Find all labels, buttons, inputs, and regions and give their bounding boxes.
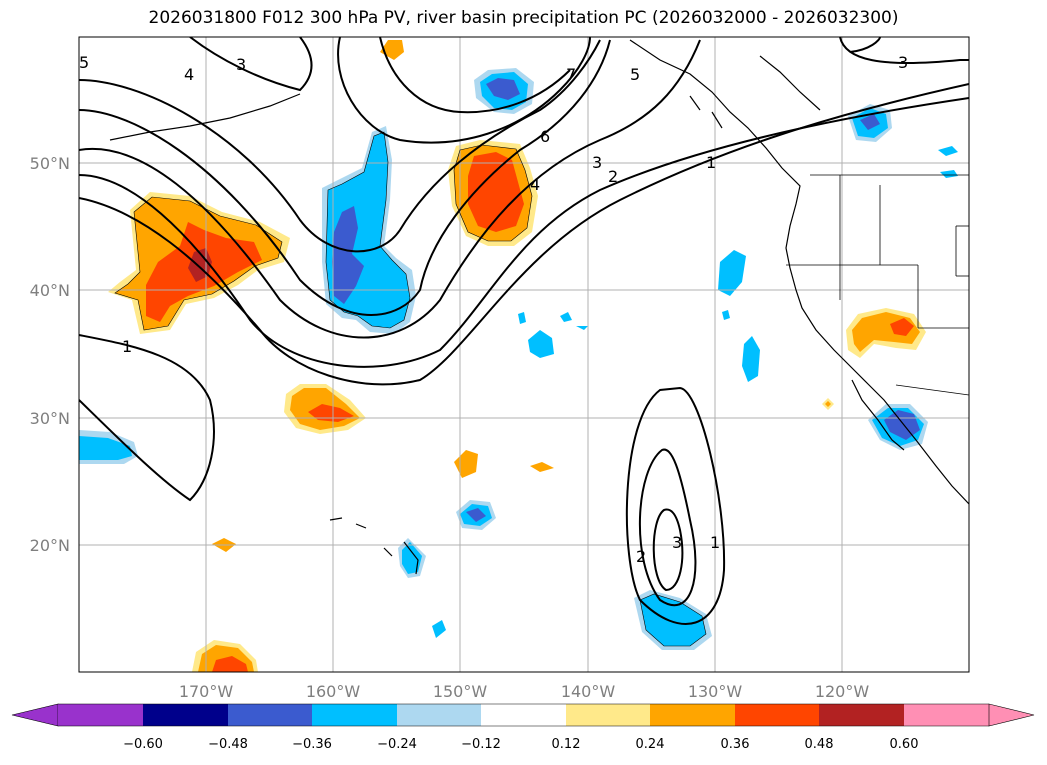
precip-positive-region <box>530 462 554 472</box>
precip-negative-region <box>560 312 572 322</box>
precip-negative-region <box>79 436 132 460</box>
precip-positive-region <box>212 656 248 672</box>
political-borders <box>786 174 969 396</box>
map-frame <box>78 36 970 673</box>
lon-tick-label: 140°W <box>561 682 616 701</box>
pv-contour-label: 6 <box>540 127 550 146</box>
pv-contour-label: 5 <box>79 53 89 72</box>
precip-shading <box>79 40 958 672</box>
lon-tick-label: 150°W <box>433 682 488 701</box>
precip-negative-region <box>742 336 760 382</box>
colorbar-segment <box>650 704 735 726</box>
colorbar-segment <box>312 704 397 726</box>
precip-negative-region <box>332 206 364 304</box>
colorbar-segment <box>143 704 228 726</box>
lat-tick-label: 50°N <box>30 154 70 173</box>
precip-positive-region <box>468 152 524 232</box>
lat-tick-label: 30°N <box>30 409 70 428</box>
precip-negative-region <box>486 78 520 100</box>
precip-negative-region <box>518 312 526 324</box>
colorbar-tick-label: −0.60 <box>123 737 163 752</box>
precip-negative-region <box>860 114 880 130</box>
precip-negative-region <box>640 594 706 646</box>
lon-tick-label: 160°W <box>306 682 361 701</box>
colorbar-segment <box>228 704 312 726</box>
precip-negative-region <box>722 310 730 320</box>
pv-contour-label: 3 <box>236 55 246 74</box>
colorbar-segment <box>566 704 650 726</box>
map-title: 2026031800 F012 300 hPa PV, river basin … <box>148 8 899 28</box>
pv-contour-label: 1 <box>122 337 132 356</box>
pv-contour-label: 2 <box>608 167 618 186</box>
pv-contour-label: 4 <box>530 175 540 194</box>
colorbar-extend-left <box>11 703 59 727</box>
colorbar-tick-label: 0.36 <box>721 737 750 752</box>
lon-tick-label: 170°W <box>179 682 234 701</box>
pv-contours <box>79 37 969 625</box>
pv-contour-label: 3 <box>592 153 602 172</box>
precip-negative-region <box>528 330 554 358</box>
lat-tick-labels: 50°N 40°N 30°N 20°N <box>30 154 70 555</box>
graticule <box>79 37 969 672</box>
colorbar-segment <box>904 704 989 726</box>
precip-negative-region <box>718 250 746 296</box>
pv-contour-label: 1 <box>710 533 720 552</box>
pv-contour-label: 7 <box>566 65 576 84</box>
colorbar-tick-label: 0.48 <box>805 737 834 752</box>
precip-negative-region <box>940 170 958 178</box>
pv-contour-label: 5 <box>630 65 640 84</box>
precip-positive-region <box>825 401 831 407</box>
colorbar-tick-label: 0.12 <box>552 737 581 752</box>
colorbar-extend-right <box>988 703 1035 727</box>
precip-negative-region <box>466 508 486 522</box>
colorbar: −0.60 −0.48 −0.36 −0.24 −0.12 0.12 0.24 … <box>11 703 1035 752</box>
colorbar-segment <box>397 704 481 726</box>
colorbar-tick-label: −0.12 <box>461 737 501 752</box>
coastlines <box>109 39 969 575</box>
colorbar-segment <box>735 704 819 726</box>
pv-contour-labels: 1 1 2 3 4 6 7 5 4 3 5 3 1 2 3 <box>79 53 908 566</box>
pv-contour-label: 3 <box>672 533 682 552</box>
map-area: 1 1 2 3 4 6 7 5 4 3 5 3 1 2 3 <box>79 37 969 672</box>
pv-contour-label: 1 <box>706 153 716 172</box>
map-frame-bg <box>79 37 969 672</box>
colorbar-segment <box>58 704 143 726</box>
pv-contour-label: 4 <box>184 65 194 84</box>
precip-negative-region <box>576 326 588 330</box>
precip-negative-region <box>938 146 958 156</box>
precip-positive-region <box>890 318 914 336</box>
pv-contour-label: 2 <box>636 547 646 566</box>
colorbar-tick-label: −0.24 <box>377 737 417 752</box>
lat-tick-label: 40°N <box>30 281 70 300</box>
colorbar-tick-label: −0.36 <box>292 737 332 752</box>
lat-tick-label: 20°N <box>30 536 70 555</box>
colorbar-segment <box>819 704 904 726</box>
lon-tick-labels: 170°W 160°W 150°W 140°W 130°W 120°W <box>179 682 870 701</box>
lon-tick-label: 120°W <box>815 682 870 701</box>
colorbar-segment <box>481 704 566 726</box>
precip-negative-region <box>432 620 446 638</box>
lon-tick-label: 130°W <box>688 682 743 701</box>
pv-contour-label: 3 <box>898 53 908 72</box>
colorbar-tick-label: −0.48 <box>208 737 248 752</box>
colorbar-tick-label: 0.24 <box>636 737 665 752</box>
colorbar-tick-label: 0.60 <box>890 737 919 752</box>
colorbar-tick-labels: −0.60 −0.48 −0.36 −0.24 −0.12 0.12 0.24 … <box>123 737 918 752</box>
